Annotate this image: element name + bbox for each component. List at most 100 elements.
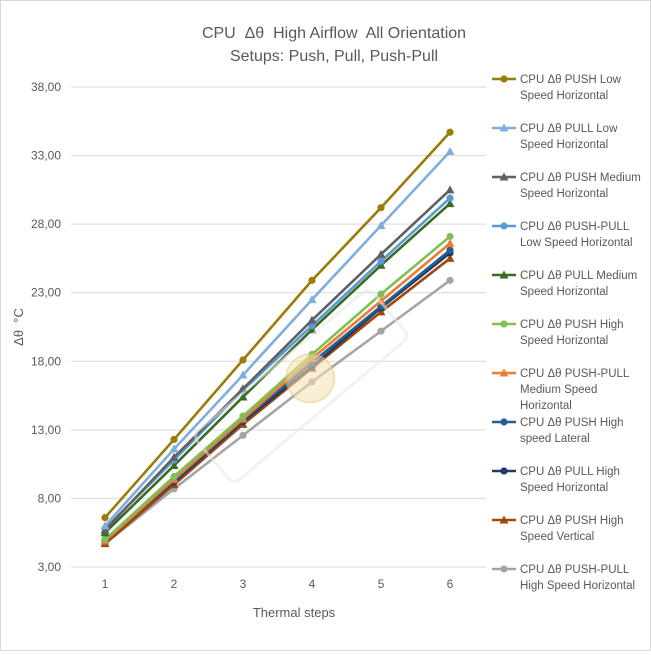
chart-title: CPU Δθ High Airflow All Orientation: [202, 25, 466, 42]
legend-entry: CPU Δθ PUSH-PULL Low Speed Horizontal: [492, 221, 633, 249]
data-point: [169, 452, 179, 461]
data-point: [170, 435, 178, 444]
data-point: [169, 461, 179, 470]
data-point: [445, 253, 455, 262]
legend-marker: [499, 515, 509, 524]
data-point: [377, 327, 385, 335]
legend-entry: CPU Δθ PUSH High speed Lateral: [492, 417, 624, 445]
y-tick-label: 13,00: [31, 423, 61, 437]
data-point: [445, 199, 455, 208]
series-group: [100, 146, 455, 530]
legend-label: Medium Speed: [520, 384, 597, 396]
data-point: [446, 276, 454, 284]
legend-marker: [500, 75, 508, 83]
series-line: [104, 131, 451, 519]
legend-entry: CPU Δθ PUSH Medium Speed Horizontal: [492, 172, 641, 200]
data-point: [239, 356, 247, 364]
y-tick-label: 8,00: [38, 491, 62, 505]
legend-marker: [500, 565, 508, 573]
x-tick-label: 6: [447, 577, 454, 591]
legend-label: CPU Δθ PUSH Medium: [520, 172, 641, 184]
legend-marker: [499, 368, 509, 377]
data-point: [376, 307, 386, 316]
legend-label: speed Lateral: [520, 433, 590, 445]
legend-entry: CPU Δθ PUSH High Speed Horizontal: [492, 319, 624, 347]
legend-entry: CPU Δθ PULL Low Speed Horizontal: [492, 123, 618, 151]
legend-label: High Speed Horizontal: [520, 580, 635, 592]
legend-marker: [499, 172, 509, 181]
legend-label: CPU Δθ PUSH Low: [520, 74, 622, 86]
data-point: [446, 194, 454, 202]
data-point: [239, 412, 247, 420]
data-point: [377, 257, 385, 265]
legend-entry: CPU Δθ PULL High Speed Horizontal: [492, 466, 620, 494]
data-point: [446, 128, 454, 136]
legend-entry: CPU Δθ PUSH-PULL High Speed Horizontal: [492, 564, 635, 592]
data-point: [376, 260, 386, 269]
legend-label: Speed Vertical: [520, 531, 594, 543]
data-point: [100, 521, 110, 530]
series-line: [104, 235, 451, 541]
legend-label: CPU Δθ PULL High: [520, 466, 620, 478]
legend-label: Speed Horizontal: [520, 90, 608, 102]
legend-label: Speed Horizontal: [520, 139, 608, 151]
series-group: [101, 276, 454, 548]
legend-marker: [499, 270, 509, 279]
legend-label: CPU Δθ PULL Medium: [520, 270, 637, 282]
legend-label: CPU Δθ PUSH-PULL: [520, 221, 630, 233]
data-point: [446, 246, 454, 254]
data-point: [446, 232, 454, 241]
legend-marker: [500, 467, 508, 475]
data-point: [238, 370, 248, 379]
legend-label: CPU Δθ PUSH-PULL: [520, 368, 630, 380]
y-tick-label: 28,00: [31, 217, 61, 231]
data-point: [169, 444, 179, 453]
x-tick-label: 1: [102, 577, 109, 591]
legend-label: CPU Δθ PUSH High: [520, 515, 624, 527]
legend-label: CPU Δθ PULL Low: [520, 123, 618, 135]
series-group: [100, 185, 455, 534]
data-point: [445, 146, 455, 155]
data-point: [307, 315, 317, 324]
data-point: [376, 221, 386, 230]
data-point: [238, 392, 248, 401]
data-point: [307, 295, 317, 304]
data-point: [377, 204, 385, 212]
series-group: [100, 253, 455, 548]
legend-label: Speed Horizontal: [520, 335, 608, 347]
watermark-logo: [194, 289, 408, 483]
axes: 3,00 8,00 13,00 18,00 23,00 28,00 33,00 38,00 1 2…: [31, 80, 454, 591]
series-lines: [100, 128, 455, 548]
x-axis-label: Thermal steps: [253, 605, 336, 620]
chart-subtitle: Setups: Push, Pull, Push-Pull: [230, 48, 438, 65]
data-point: [445, 185, 455, 194]
series-line: [104, 202, 451, 534]
series-line: [104, 150, 451, 527]
y-axis-label: Δθ °C: [11, 308, 26, 346]
legend-label: Horizontal: [520, 400, 572, 412]
legend-label: CPU Δθ PUSH High: [520, 417, 624, 429]
series-line: [104, 257, 451, 545]
y-tick-label: 33,00: [31, 149, 61, 163]
x-tick-label: 3: [240, 577, 247, 591]
legend-label: CPU Δθ PUSH-PULL: [520, 564, 630, 576]
data-point: [170, 472, 178, 481]
data-point: [308, 322, 316, 330]
x-tick-label: 2: [171, 577, 178, 591]
legend-label: Low Speed Horizontal: [520, 237, 633, 249]
legend-label: Speed Horizontal: [520, 482, 608, 494]
data-point: [308, 276, 316, 284]
data-point: [445, 238, 455, 247]
legend-entry: CPU Δθ PUSH High Speed Vertical: [492, 515, 624, 543]
legend-entry: CPU Δθ PUSH-PULL Medium Speed Horizontal: [492, 368, 630, 412]
series-group: [100, 199, 455, 537]
y-tick-label: 3,00: [38, 560, 62, 574]
legend-entry: CPU Δθ PUSH Low Speed Horizontal: [492, 74, 622, 102]
legend-label: Speed Horizontal: [520, 286, 608, 298]
legend-marker: [499, 123, 509, 132]
series-group: [101, 128, 454, 522]
data-point: [376, 249, 386, 258]
